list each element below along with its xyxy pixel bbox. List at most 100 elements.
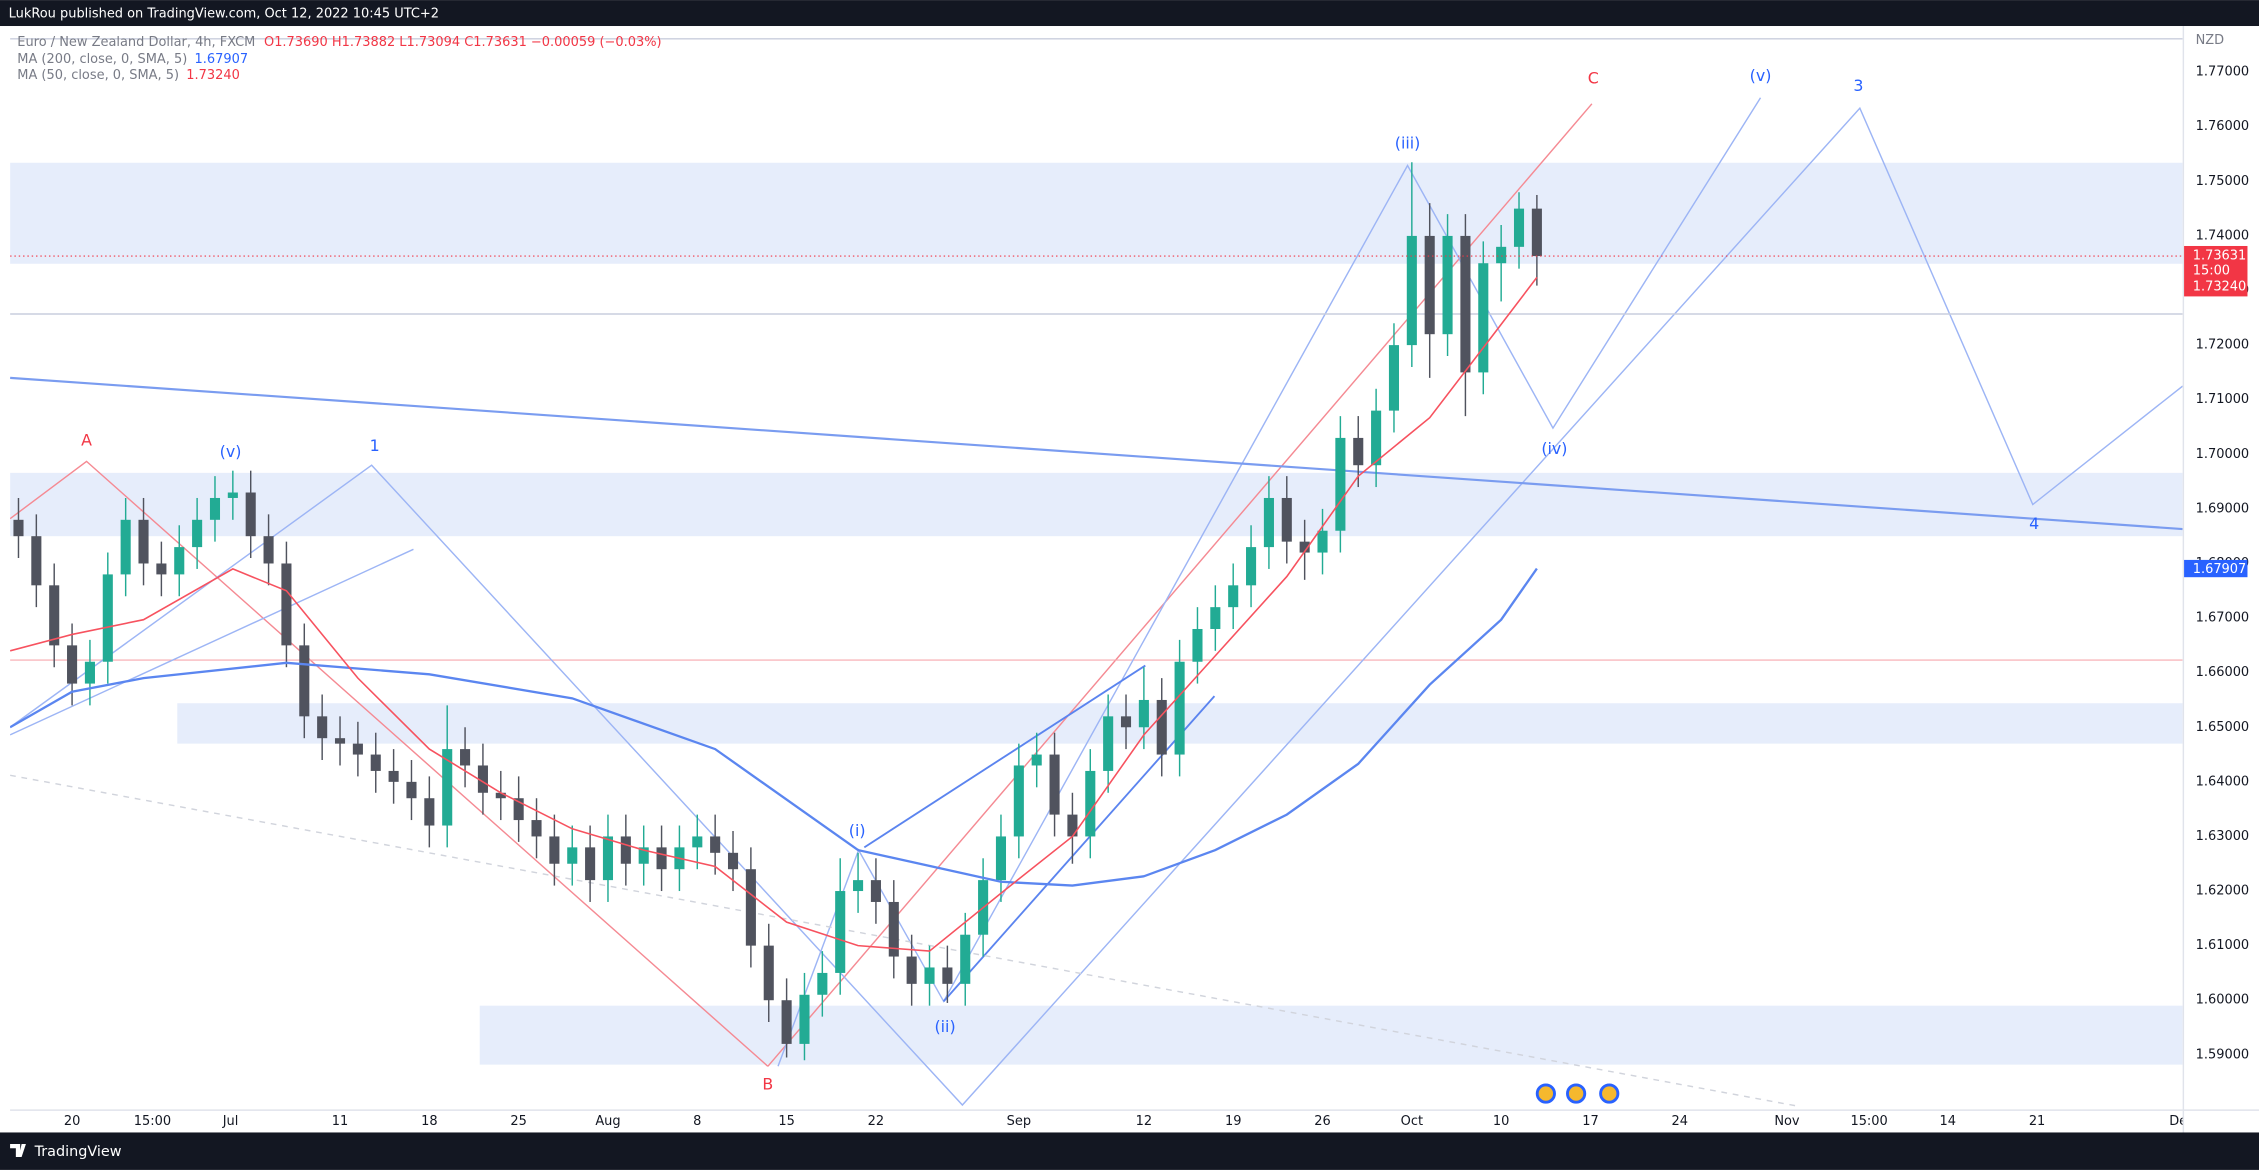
x-tick-label: Oct [1401, 1114, 1423, 1129]
last-price-label: 1.73631 [2193, 249, 2247, 264]
event-icon [1535, 1083, 1556, 1104]
candle-body [334, 738, 346, 744]
candle-body [84, 661, 95, 684]
wave-label: C [1588, 69, 1599, 88]
x-tick-label: 15:00 [134, 1114, 171, 1129]
wave-label: 1 [370, 436, 380, 455]
x-tick-label: Aug [595, 1114, 620, 1129]
candle-body [727, 852, 739, 870]
candle-body [1156, 699, 1167, 755]
candle-body [745, 869, 756, 946]
candle-body [1442, 235, 1453, 335]
candle-body [656, 847, 667, 870]
wave-label: (v) [220, 442, 242, 461]
candle-body [763, 945, 774, 1001]
ohlc: O1.73690 H1.73882 L1.73094 C1.73631 −0.0… [264, 34, 662, 49]
candle-body [888, 901, 899, 957]
candle-body [424, 798, 435, 826]
candle-body [620, 836, 631, 864]
candle-body [495, 792, 506, 799]
candle-body [1067, 814, 1078, 837]
x-tick-label: 11 [332, 1114, 348, 1129]
time-axis: 20 15:00 Jul 11 18 25 Aug 8 15 22 Sep 12 19 26 Oct 10 17… [64, 1114, 2183, 1129]
candle-body [835, 891, 846, 973]
y-tick-label: 1.69000 [2196, 501, 2250, 516]
candle-body [388, 770, 399, 782]
moving-average [10, 276, 1538, 952]
legend-ma50: MA (50, close, 0, SMA, 5) 1.73240 [17, 67, 240, 82]
zone [10, 472, 2183, 537]
zone [479, 1005, 2183, 1065]
candle-body [1281, 497, 1292, 542]
candle-body [1388, 345, 1400, 411]
event-icons [1535, 1083, 1620, 1104]
y-tick-label: 1.60000 [2196, 993, 2250, 1008]
candle-body [49, 585, 60, 646]
candle-body [477, 765, 488, 793]
candle-body [1353, 437, 1364, 466]
candle-body [602, 836, 614, 881]
currency: NZD [2196, 33, 2225, 48]
candle-body [263, 536, 274, 564]
x-tick-label: 17 [1582, 1114, 1598, 1129]
x-tick-label: 22 [868, 1114, 884, 1129]
y-tick-label: 1.76000 [2196, 119, 2250, 134]
x-tick-label: 12 [1136, 1114, 1152, 1129]
candle-body [31, 536, 42, 586]
candle-body [299, 645, 310, 717]
trend-line [10, 548, 414, 736]
wave-label: (i) [849, 821, 866, 840]
y-tick-label: 1.64000 [2196, 774, 2250, 789]
candle-body [245, 492, 256, 537]
legend-value: 1.73240 [186, 67, 240, 82]
x-tick-label: 20 [64, 1114, 80, 1129]
candle-body [102, 574, 113, 662]
top-bar [0, 0, 2259, 27]
candle-body [352, 743, 363, 755]
candle-body [1406, 235, 1417, 346]
candle-body [710, 836, 721, 853]
wave-label: (ii) [934, 1017, 955, 1036]
candle-body [1049, 754, 1060, 815]
candle-body [906, 956, 917, 984]
candle-body [853, 880, 864, 892]
y-tick-label: 1.61000 [2196, 938, 2250, 953]
y-tick-label: 1.77000 [2196, 65, 2250, 80]
trend-line [10, 774, 1801, 1108]
wave-label: (v) [1750, 66, 1772, 85]
candle-body [209, 497, 221, 520]
candle-body [1138, 699, 1149, 728]
candle-body [13, 519, 24, 537]
candle-body [817, 972, 828, 995]
wave-label: A [81, 431, 92, 450]
candle-body [1496, 246, 1507, 264]
x-tick-label: 15 [778, 1114, 794, 1129]
candle-body [995, 836, 1007, 881]
candle-body [138, 519, 149, 564]
candle-body [192, 519, 203, 548]
x-tick-label: 26 [1314, 1114, 1330, 1129]
x-tick-label: 10 [1493, 1114, 1509, 1129]
candle-body [1531, 208, 1542, 257]
ma50-label: 1.73240 [2193, 280, 2247, 295]
wave-label: 4 [2029, 514, 2039, 533]
brand: TradingView [34, 1144, 122, 1160]
candle-body [1174, 661, 1185, 755]
candle-body [1013, 765, 1024, 837]
x-tick-label: Nov [1774, 1114, 1800, 1129]
candle-body [1317, 530, 1328, 553]
ma200-box [2184, 559, 2248, 578]
candle-body [370, 754, 381, 771]
candle-body [692, 836, 703, 848]
publisher: LukRou published on TradingView.com, Oct… [9, 6, 439, 21]
legend-name: MA (50, close, 0, SMA, 5) [17, 67, 179, 82]
x-tick-label: 25 [510, 1114, 526, 1129]
candle-body [513, 798, 524, 821]
candle-body [1246, 547, 1257, 586]
legend-value: 1.67907 [195, 52, 249, 67]
candle-body [1335, 437, 1346, 531]
candle-body [870, 880, 881, 902]
wave-label: (iii) [1395, 134, 1421, 153]
candle-body [1263, 497, 1274, 548]
